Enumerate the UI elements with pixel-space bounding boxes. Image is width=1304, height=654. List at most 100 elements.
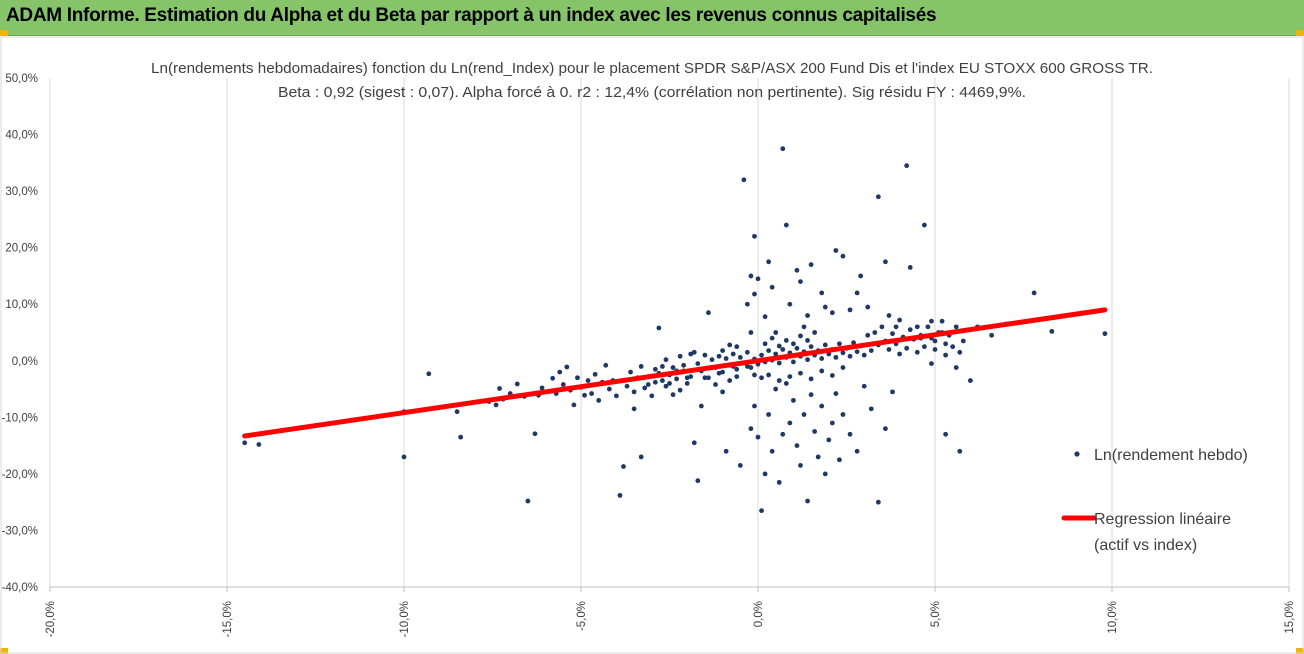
scatter-point	[819, 356, 825, 361]
scatter-point	[766, 412, 772, 417]
y-tick-label: 30,0%	[5, 186, 38, 198]
corner-marker-top-right	[1296, 30, 1304, 36]
scatter-point	[720, 389, 725, 395]
scatter-point	[776, 479, 782, 485]
scatter-point	[854, 349, 860, 355]
scatter-point	[875, 194, 881, 200]
scatter-point	[907, 265, 913, 270]
scatter-point	[660, 364, 665, 369]
scatter-point	[426, 371, 432, 377]
scatter-point	[720, 348, 725, 353]
scatter-point	[791, 341, 796, 347]
chart-area: -20,0% -15,0% -10,0% -5,0% 0,0% 5,0% 10,0% 15,0…	[0, 36, 1304, 654]
scatter-point	[585, 378, 591, 383]
scatter-point	[734, 366, 740, 372]
scatter-point	[812, 330, 818, 335]
scatter-point	[766, 372, 772, 378]
scatter-point	[628, 369, 633, 375]
scatter-point	[614, 393, 619, 399]
scatter-point	[890, 331, 895, 337]
scatter-point	[939, 318, 945, 324]
scatter-point	[741, 177, 747, 183]
scatter-point	[883, 259, 888, 265]
scatter-point	[787, 301, 793, 307]
scatter-point	[840, 365, 846, 370]
scatter-point	[716, 353, 722, 359]
scatter-point	[943, 431, 949, 437]
scatter-point	[886, 313, 892, 318]
x-tick-label: 10,0%	[1107, 601, 1119, 634]
x-tick-label: -15,0%	[222, 601, 234, 637]
scatter-point	[737, 463, 743, 468]
y-tick-label: 20,0%	[5, 243, 38, 255]
scatter-point	[691, 440, 697, 446]
scatter-point	[921, 344, 927, 350]
scatter-point	[826, 437, 832, 443]
scatter-point	[571, 402, 577, 408]
legend: Ln(rendement hebdo) Regression linéaire …	[1061, 447, 1248, 554]
legend-label-points: Ln(rendement hebdo)	[1094, 447, 1248, 464]
scatter-point	[702, 352, 708, 358]
scatter-point	[904, 345, 910, 351]
scatter-point	[890, 389, 895, 395]
scatter-point	[960, 338, 966, 344]
scatter-point	[798, 333, 803, 339]
scatter-point	[854, 448, 860, 454]
scatter-point	[681, 362, 687, 368]
scatter-point	[706, 310, 711, 316]
scatter-point	[776, 360, 782, 366]
scatter-point	[752, 233, 757, 239]
scatter-point	[734, 344, 740, 350]
scatter-point	[822, 471, 828, 477]
scatter-point	[582, 392, 587, 398]
scatter-point	[808, 392, 814, 398]
scatter-point	[897, 351, 902, 357]
scatter-point	[550, 375, 556, 381]
scatter-point	[914, 349, 920, 355]
scatter-point	[932, 338, 938, 344]
scatter-point	[773, 386, 779, 392]
scatter-point	[645, 382, 651, 387]
legend-label-regression-line2: (actif vs index)	[1094, 537, 1197, 554]
scatter-point	[663, 383, 669, 389]
scatter-point	[695, 478, 701, 484]
scatter-point	[242, 440, 248, 446]
scatter-point	[776, 343, 782, 349]
scatter-point	[656, 325, 662, 331]
scatter-point	[493, 402, 499, 408]
scatter-point	[868, 348, 874, 353]
scatter-point	[780, 347, 786, 352]
scatter-point	[727, 378, 733, 383]
x-tick-label: 15,0%	[1284, 601, 1296, 634]
y-tick-label: 50,0%	[5, 73, 38, 85]
scatter-point	[801, 324, 807, 330]
x-tick-label: -10,0%	[399, 601, 411, 637]
x-tick-label: -20,0%	[45, 601, 57, 637]
scatter-point	[819, 403, 825, 409]
corner-marker-bottom-right	[1296, 648, 1304, 654]
x-tick-label: 0,0%	[753, 601, 765, 627]
scatter-point	[759, 508, 764, 514]
scatter-point	[783, 222, 789, 228]
scatter-point	[787, 374, 793, 380]
scatter-point	[769, 448, 775, 454]
scatter-point	[642, 385, 648, 391]
scatter-point	[256, 442, 262, 447]
scatter-point	[921, 222, 927, 228]
scatter-point	[865, 332, 871, 338]
scatter-point	[596, 397, 602, 403]
scatter-point	[621, 464, 626, 469]
scatter-point	[815, 454, 821, 460]
scatter-point	[968, 378, 973, 383]
scatter-point	[575, 375, 580, 381]
scatter-point	[833, 354, 839, 360]
scatter-point	[929, 361, 934, 367]
scatter-point	[914, 324, 920, 330]
scatter-point	[780, 431, 786, 437]
scatter-point	[617, 492, 623, 498]
scatter-point	[822, 304, 828, 310]
scatter-point	[780, 146, 786, 152]
scatter-point	[684, 381, 690, 386]
scatter-point	[886, 347, 892, 352]
scatter-point	[766, 259, 772, 265]
